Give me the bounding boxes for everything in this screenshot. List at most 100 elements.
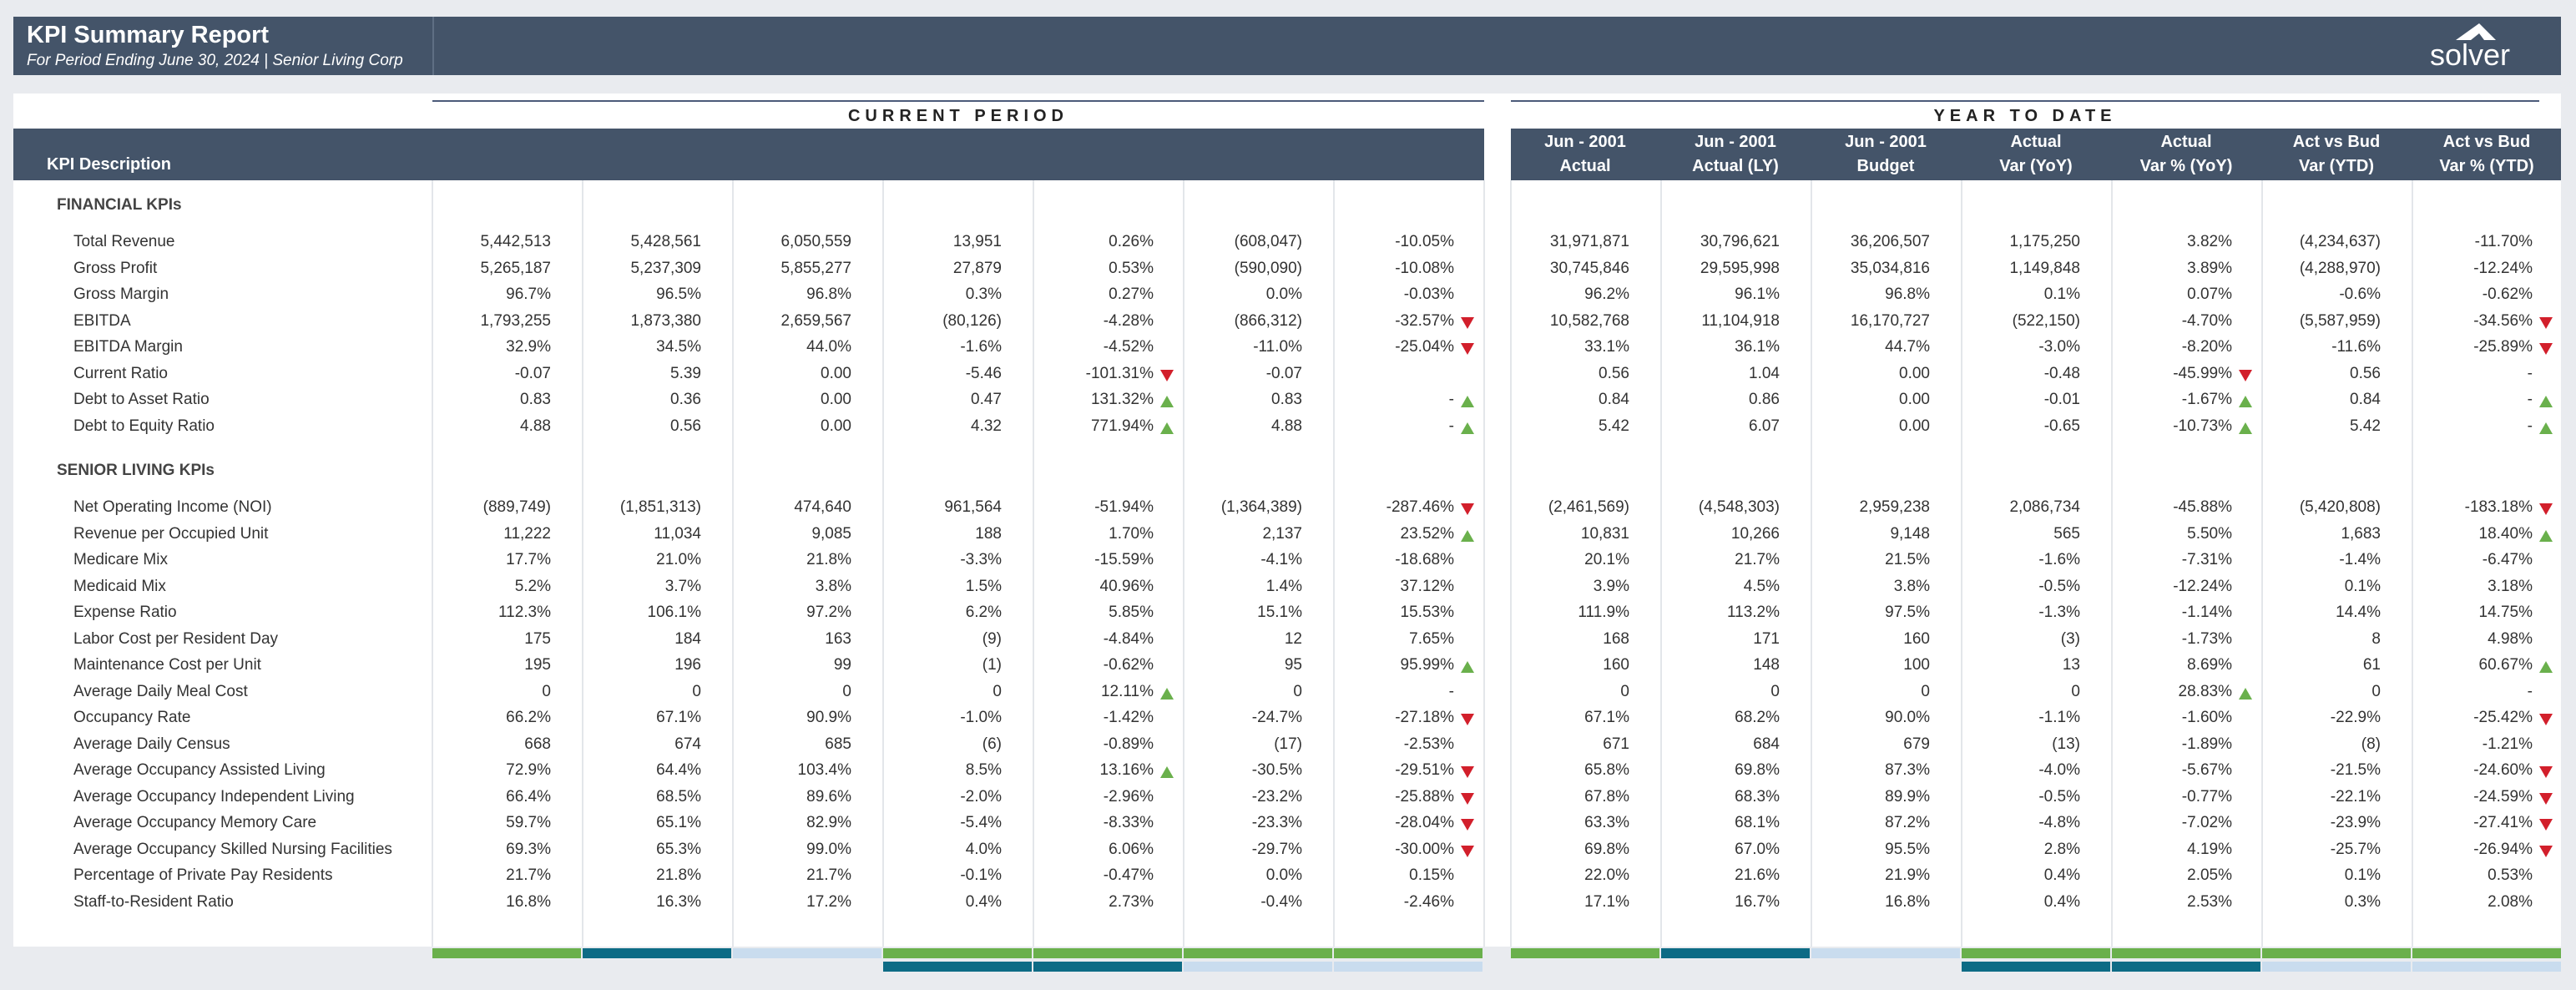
ytd-value-cell: -5.67% bbox=[2181, 761, 2232, 779]
ytd-value-cell: 0 bbox=[2071, 682, 2080, 700]
ytd-value-cell: 0.56 bbox=[1599, 364, 1629, 382]
ytd-value-cell: 4.19% bbox=[2187, 840, 2232, 858]
cp-value-cell: -4.1% bbox=[1260, 551, 1302, 568]
cp-value-cell: (608,047) bbox=[1234, 233, 1302, 250]
trend-up-icon bbox=[1160, 766, 1174, 778]
ytd-value-cell: 17.1% bbox=[1584, 892, 1629, 911]
trend-up-icon bbox=[1461, 422, 1474, 434]
ytd-value-cell: 0.1% bbox=[2344, 866, 2381, 884]
ytd-value-cell: 11,104,918 bbox=[1701, 311, 1780, 330]
cp-value-cell: 2,137 bbox=[1262, 524, 1302, 543]
ytd-value-cell: 22.0% bbox=[1584, 866, 1629, 884]
ytd-value-cell: 0.86 bbox=[1749, 391, 1780, 408]
kpi-row-label: Average Occupancy Independent Living bbox=[73, 787, 355, 806]
cp-value-cell: -11.0% bbox=[1253, 338, 1302, 356]
kpi-group-label: SENIOR LIVING KPIs bbox=[57, 462, 215, 479]
cp-value-cell: 2,659,567 bbox=[780, 311, 851, 330]
kpi-row-label: Debt to Asset Ratio bbox=[73, 391, 210, 408]
cp-col-header bbox=[733, 129, 881, 180]
trend-up-icon bbox=[1461, 529, 1474, 542]
ytd-value-cell: -183.18% bbox=[2464, 498, 2533, 516]
ytd-value-cell: 0.3% bbox=[2344, 892, 2381, 911]
col-header-line-2: Var (YTD) bbox=[2298, 157, 2375, 175]
ytd-value-cell: 21.7% bbox=[1735, 551, 1780, 568]
ytd-value-cell: 16.8% bbox=[1885, 892, 1930, 911]
ytd-value-cell: -12.24% bbox=[2173, 577, 2232, 595]
ytd-value-cell: 0 bbox=[1921, 682, 1930, 700]
ytd-value-cell: -27.41% bbox=[2473, 814, 2533, 831]
cp-value-cell: 32.9% bbox=[506, 338, 551, 356]
footer-color-bar bbox=[1033, 962, 1182, 972]
cp-value-cell: (17) bbox=[1274, 735, 1302, 753]
cp-value-cell: 0.83 bbox=[520, 391, 551, 408]
cp-value-cell: 6.06% bbox=[1109, 840, 1154, 858]
ytd-value-cell: -25.42% bbox=[2473, 709, 2533, 726]
ytd-value-cell: 168 bbox=[1603, 629, 1629, 648]
col-header-line-1: Act vs Bud bbox=[2442, 133, 2531, 151]
cp-value-cell: 7.65% bbox=[1409, 629, 1454, 648]
cp-value-cell: 13,951 bbox=[952, 233, 1002, 250]
ytd-value-cell: -0.5% bbox=[2038, 787, 2080, 806]
trend-up-icon bbox=[2239, 396, 2252, 407]
cp-col-header bbox=[432, 129, 581, 180]
ytd-value-cell: 160 bbox=[1603, 656, 1629, 674]
cp-value-cell: 40.96% bbox=[1099, 577, 1154, 595]
cp-value-cell: (1,851,313) bbox=[619, 498, 701, 516]
cp-value-cell: 0.00 bbox=[821, 391, 851, 408]
cp-value-cell: (80,126) bbox=[942, 311, 1002, 330]
ytd-value-cell: (5,587,959) bbox=[2299, 311, 2381, 330]
cp-value-cell: 5,442,513 bbox=[480, 233, 551, 250]
cp-value-cell: 99.0% bbox=[806, 840, 851, 858]
cp-value-cell: 89.6% bbox=[806, 787, 851, 806]
ytd-value-cell: -11.70% bbox=[2474, 233, 2533, 250]
cp-value-cell: 5,855,277 bbox=[780, 259, 851, 277]
ytd-value-cell: 3.8% bbox=[1893, 577, 1930, 595]
ytd-value-cell: -3.0% bbox=[2038, 338, 2080, 356]
cp-col-header bbox=[883, 129, 1032, 180]
cp-value-cell: 0 bbox=[542, 682, 551, 700]
col-header-line-1: Actual bbox=[2160, 133, 2212, 151]
ytd-value-cell: -1.21% bbox=[2482, 735, 2533, 753]
ytd-value-cell: 2,086,734 bbox=[2009, 498, 2080, 516]
current-period-rule bbox=[432, 100, 1484, 102]
ytd-value-cell: (2,461,569) bbox=[1548, 498, 1629, 516]
footer-color-bar bbox=[2412, 948, 2561, 958]
ytd-value-cell: - bbox=[2527, 364, 2533, 382]
kpi-group-label: FINANCIAL KPIs bbox=[57, 196, 182, 214]
cp-value-cell: 44.0% bbox=[806, 338, 851, 356]
ytd-value-cell: 18.40% bbox=[2478, 524, 2533, 543]
ytd-value-cell: -1.14% bbox=[2181, 604, 2232, 621]
ytd-value-cell: 0.00 bbox=[1899, 417, 1930, 435]
ytd-value-cell: 97.5% bbox=[1885, 604, 1930, 621]
cp-value-cell: 1.5% bbox=[965, 577, 1002, 595]
ytd-value-cell: 67.0% bbox=[1735, 840, 1780, 858]
cp-value-cell: -32.57% bbox=[1395, 311, 1454, 330]
ytd-value-cell: -45.88% bbox=[2173, 498, 2232, 516]
cp-value-cell: 106.1% bbox=[647, 604, 701, 621]
ytd-value-cell: 13 bbox=[2062, 656, 2080, 674]
cp-value-cell: 0.00 bbox=[821, 364, 851, 382]
kpi-row-label: Staff-to-Resident Ratio bbox=[73, 892, 234, 911]
cp-value-cell: -1.42% bbox=[1103, 709, 1154, 726]
cp-value-cell: 68.5% bbox=[656, 787, 701, 806]
cp-value-cell: 1,793,255 bbox=[480, 311, 551, 330]
trend-up-icon bbox=[2539, 661, 2553, 673]
kpi-row-label: Average Occupancy Skilled Nursing Facili… bbox=[73, 840, 392, 858]
ytd-value-cell: 35,034,816 bbox=[1850, 259, 1930, 277]
ytd-value-cell: -7.31% bbox=[2181, 551, 2232, 568]
ytd-value-cell: -10.73% bbox=[2173, 417, 2232, 435]
footer-color-bar bbox=[1811, 948, 1960, 958]
kpi-row-label: Occupancy Rate bbox=[73, 709, 191, 726]
cp-value-cell: 0.56 bbox=[670, 417, 701, 435]
footer-color-bar bbox=[2412, 962, 2561, 972]
cp-value-cell: 66.2% bbox=[506, 709, 551, 726]
cp-value-cell: 82.9% bbox=[806, 814, 851, 831]
cp-value-cell: 0.4% bbox=[965, 892, 1002, 911]
cp-value-cell: -25.04% bbox=[1395, 338, 1454, 356]
ytd-value-cell: 0 bbox=[1770, 682, 1780, 700]
col-header-line-1: Jun - 2001 bbox=[1544, 133, 1626, 151]
trend-down-icon bbox=[1461, 792, 1474, 805]
ytd-value-cell: (4,288,970) bbox=[2299, 259, 2381, 277]
report-sheet: CURRENT PERIOD YEAR TO DATE KPI Descript… bbox=[13, 93, 2561, 972]
cp-value-cell: 23.52% bbox=[1400, 524, 1454, 543]
